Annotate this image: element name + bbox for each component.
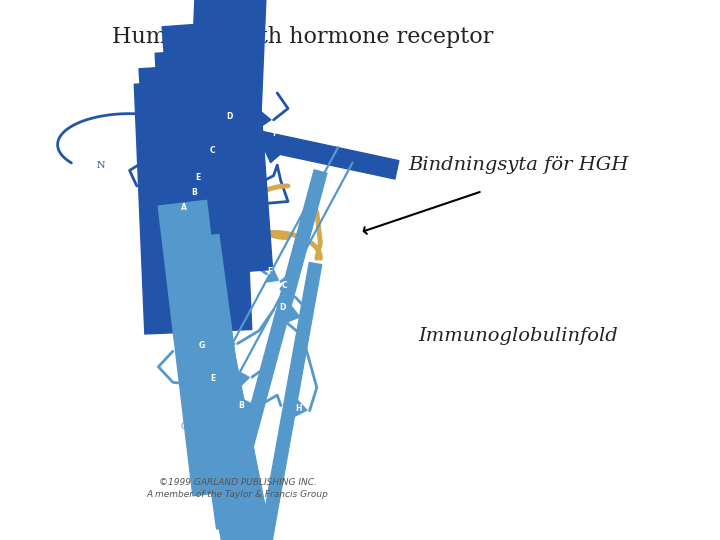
Text: ©1999 GARLAND PUBLISHING INC.
A member of the Taylor & Francis Group: ©1999 GARLAND PUBLISHING INC. A member o… <box>147 478 328 498</box>
Text: E: E <box>210 374 215 383</box>
Text: Bindningsyta för HGH: Bindningsyta för HGH <box>408 156 629 174</box>
Text: G: G <box>199 341 204 349</box>
Text: F: F <box>272 129 278 138</box>
Text: B: B <box>192 188 197 197</box>
Text: D: D <box>226 112 232 121</box>
Text: Human growth hormone receptor: Human growth hormone receptor <box>112 26 493 48</box>
Text: B: B <box>238 401 244 410</box>
Text: D: D <box>279 303 285 312</box>
Text: H: H <box>295 403 302 413</box>
Text: E: E <box>195 173 201 181</box>
Text: C: C <box>282 281 287 289</box>
Text: C: C <box>210 146 215 156</box>
Text: Immunoglobulinfold: Immunoglobulinfold <box>418 327 618 345</box>
Text: F: F <box>267 267 273 276</box>
Text: C: C <box>181 422 186 431</box>
Text: A: A <box>181 203 186 212</box>
Text: N: N <box>96 161 105 170</box>
